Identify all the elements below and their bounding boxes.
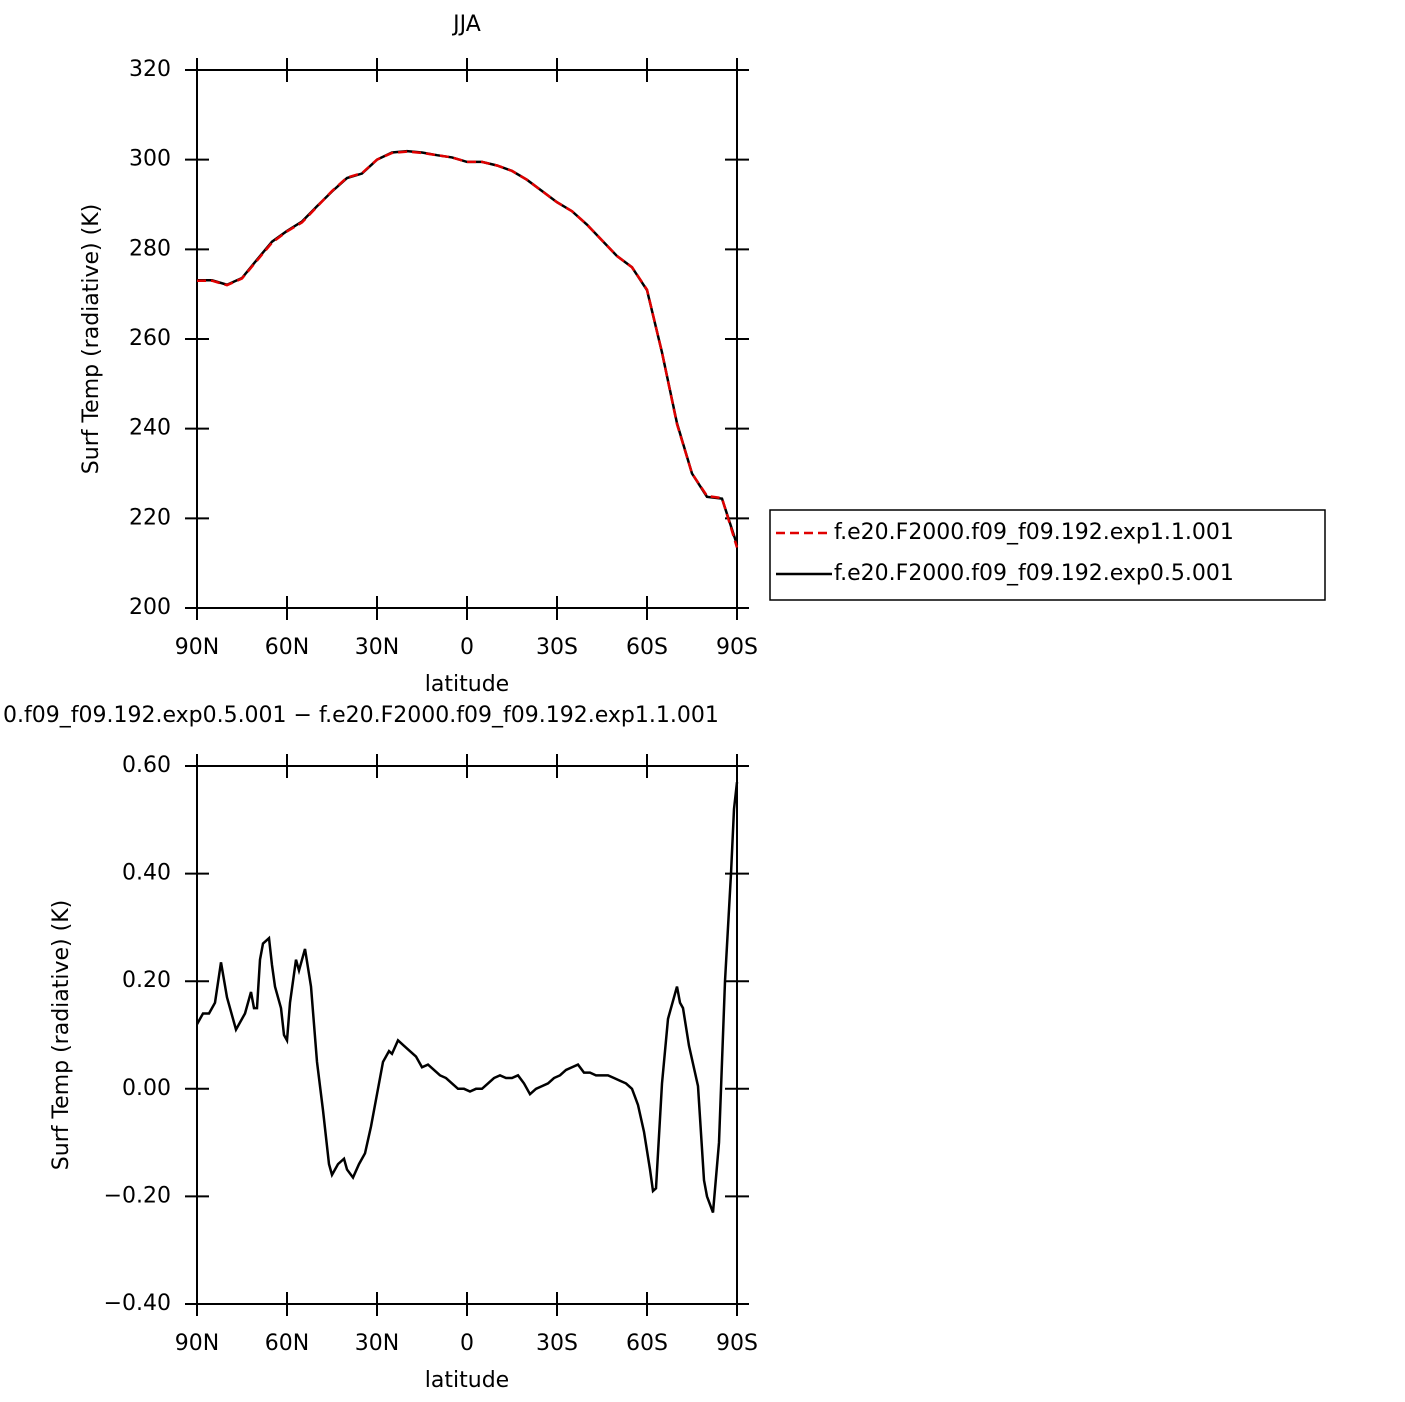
- y-tick-label: 300: [129, 147, 171, 172]
- y-tick-label: 240: [129, 416, 171, 441]
- x-tick-label: 30N: [355, 635, 399, 660]
- x-tick-label: 60N: [265, 635, 309, 660]
- legend-label: f.e20.F2000.f09_f09.192.exp0.5.001: [834, 561, 1234, 586]
- x-tick-label: 90S: [716, 1331, 758, 1356]
- x-tick-label: 30S: [536, 1331, 578, 1356]
- plot-frame: [196, 69, 738, 609]
- x-tick-label: 60S: [626, 1331, 668, 1356]
- x-axis-label: latitude: [425, 672, 509, 697]
- legend-box: [769, 509, 1326, 601]
- y-tick-label: −0.40: [104, 1291, 171, 1316]
- y-tick-label: 220: [129, 505, 171, 530]
- x-tick-label: 90S: [716, 635, 758, 660]
- y-tick-label: 0.60: [122, 753, 171, 778]
- y-tick-label: 0.00: [122, 1076, 171, 1101]
- y-tick-label: 260: [129, 326, 171, 351]
- y-axis-label: Surf Temp (radiative) (K): [79, 204, 104, 474]
- x-tick-label: 60N: [265, 1331, 309, 1356]
- y-tick-label: 0.20: [122, 968, 171, 993]
- x-tick-label: 30S: [536, 635, 578, 660]
- x-tick-label: 30N: [355, 1331, 399, 1356]
- chart-title: JJA: [451, 12, 481, 37]
- y-axis-label: Surf Temp (radiative) (K): [49, 900, 74, 1170]
- y-tick-label: 280: [129, 236, 171, 261]
- series-line: [195, 782, 739, 1213]
- series-line: [197, 150, 739, 548]
- x-tick-label: 0: [460, 1331, 474, 1356]
- x-tick-label: 90N: [175, 635, 219, 660]
- x-tick-label: 90N: [175, 1331, 219, 1356]
- y-tick-label: 200: [129, 595, 171, 620]
- chart-title: 0.f09_f09.192.exp0.5.001 − f.e20.F2000.f…: [3, 703, 719, 728]
- y-tick-label: 0.40: [122, 861, 171, 886]
- series-line: [197, 149, 739, 546]
- legend-label: f.e20.F2000.f09_f09.192.exp1.1.001: [834, 520, 1234, 545]
- x-axis-label: latitude: [425, 1368, 509, 1393]
- x-tick-label: 60S: [626, 635, 668, 660]
- x-tick-label: 0: [460, 635, 474, 660]
- plot-frame: [196, 765, 738, 1305]
- y-tick-label: 320: [129, 57, 171, 82]
- y-tick-label: −0.20: [104, 1183, 171, 1208]
